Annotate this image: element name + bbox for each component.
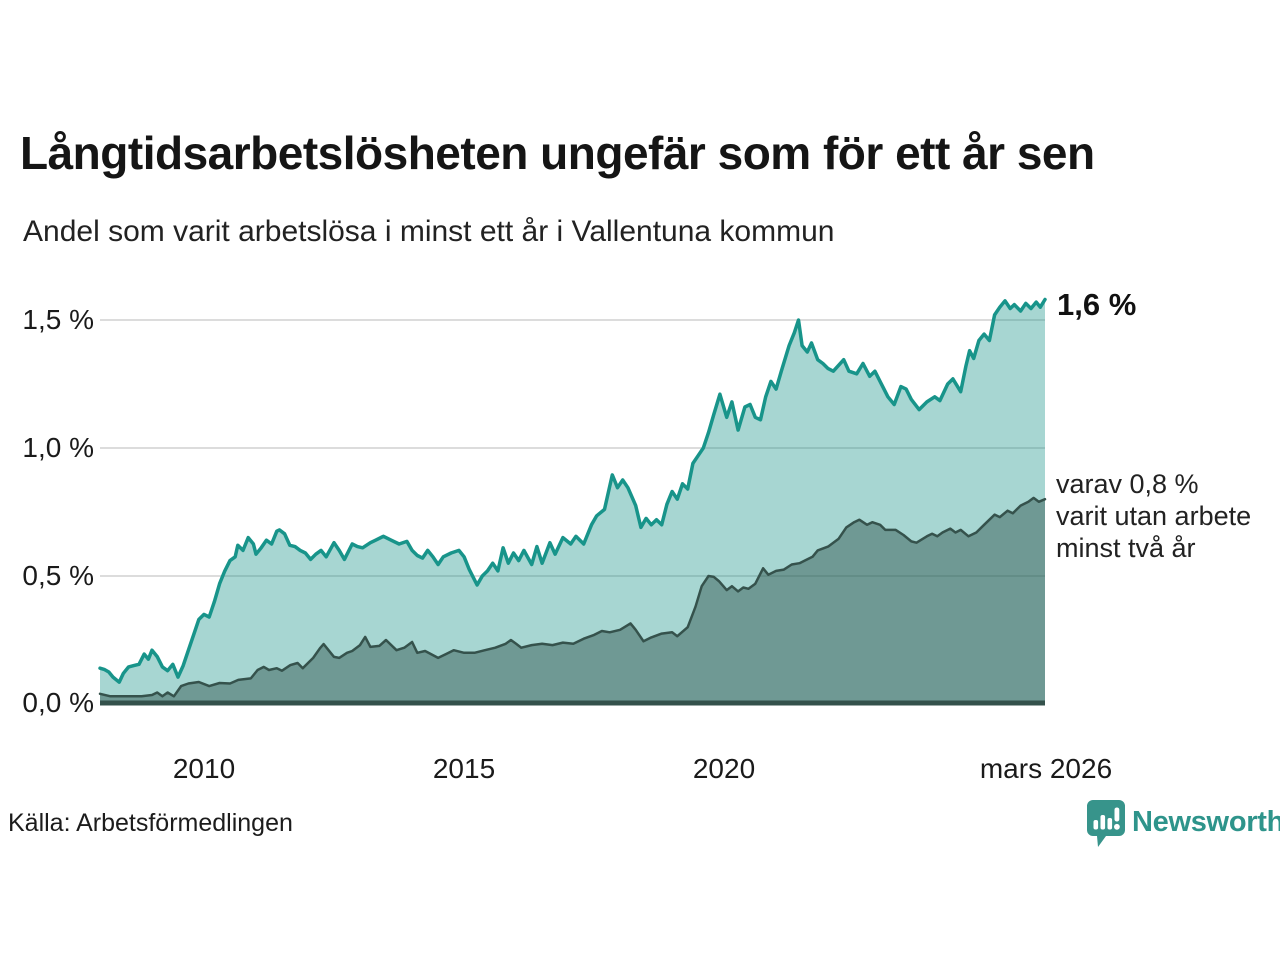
y-tick-0-5: 0,5 % [22, 560, 94, 591]
series2-annotation: varav 0,8 % varit utan arbete minst två … [1056, 468, 1251, 564]
series1-line [98, 297, 1047, 684]
series2-annotation-line-1: varav 0,8 % [1056, 469, 1199, 499]
chart-subtitle: Andel som varit arbetslösa i minst ett å… [23, 215, 835, 248]
series1-end-value-label: 1,6 % [1057, 287, 1137, 322]
series2-annotation-line-2: varit utan arbete [1056, 501, 1252, 531]
source-caption: Källa: Arbetsförmedlingen [8, 809, 293, 837]
x-tick-2015: 2015 [432, 753, 496, 784]
newsworthy-logo: Newsworthy [1086, 799, 1280, 855]
newsworthy-logo-text: Newsworthy [1132, 806, 1280, 838]
y-tick-1-5: 1,5 % [22, 304, 94, 335]
x-tick-2020: 2020 [692, 753, 756, 784]
gridlines [100, 319, 1045, 577]
y-tick-1-0: 1,0 % [22, 432, 94, 463]
series2-annotation-line-3: minst två år [1056, 533, 1196, 563]
newsworthy-logo-icon [1086, 799, 1126, 858]
series1-area [100, 299, 1045, 704]
y-tick-0-0: 0,0 % [22, 687, 94, 718]
page-title: Långtidsarbetslösheten ungefär som för e… [20, 127, 1095, 179]
series2-area [100, 497, 1045, 704]
x-tick-mars-2026: mars 2026 [979, 753, 1113, 784]
x-tick-2010: 2010 [172, 753, 236, 784]
series2-line [98, 496, 1047, 698]
